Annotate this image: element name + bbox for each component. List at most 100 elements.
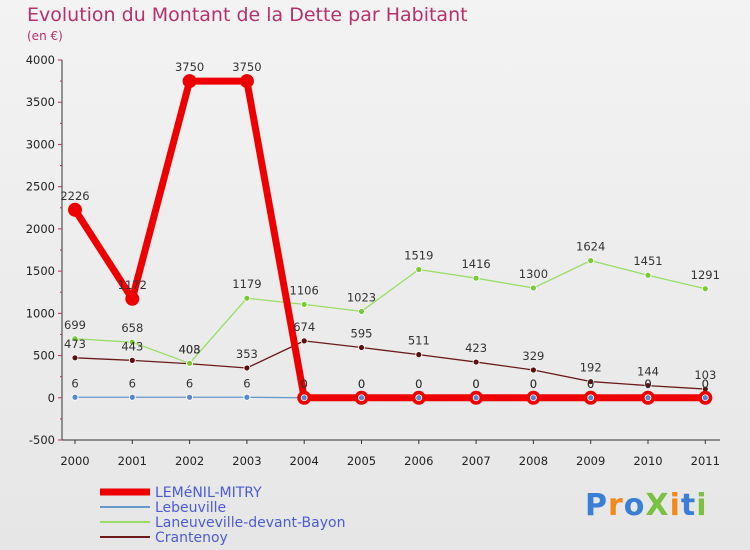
data-label-lem-nil-mitry: 0 — [301, 377, 308, 391]
logo-letter: i — [696, 488, 708, 523]
legend-label-laneuveville-devant-bayon: Laneuveville-devant-Bayon — [155, 515, 345, 531]
data-point-laneuveville-devant-bayon — [186, 359, 194, 367]
x-tick-label: 2000 — [60, 454, 89, 468]
data-label-laneuveville-devant-bayon: 1519 — [404, 249, 433, 263]
logo-letter: i — [669, 488, 681, 523]
data-point-laneuveville-devant-bayon — [300, 300, 308, 308]
data-label-lem-nil-mitry: 1172 — [118, 278, 147, 292]
data-label-laneuveville-devant-bayon: 1023 — [347, 290, 376, 304]
data-point-crantenoy — [71, 354, 79, 362]
data-point-crantenoy — [644, 382, 652, 390]
data-point-lebeuville-top — [243, 393, 251, 401]
data-point-crantenoy — [243, 364, 251, 372]
data-label-crantenoy: 403 — [179, 343, 201, 357]
y-tick-label: 4000 — [26, 53, 55, 67]
data-point-lebeuville-top — [300, 394, 308, 402]
series-line-lem-nil-mitry — [72, 77, 706, 402]
x-tick-label: 2001 — [118, 454, 147, 468]
logo-letter: P — [585, 488, 608, 523]
data-label-crantenoy: 674 — [293, 320, 315, 334]
data-point-lebeuville-top — [71, 393, 79, 401]
data-point-laneuveville-devant-bayon — [644, 271, 652, 279]
data-label-crantenoy: 192 — [580, 361, 602, 375]
data-label-crantenoy: 353 — [236, 347, 258, 361]
data-label-laneuveville-devant-bayon: 1451 — [633, 254, 662, 268]
data-label-crantenoy: 144 — [637, 365, 659, 379]
y-tick-label: -500 — [29, 433, 55, 447]
data-label-lem-nil-mitry: 2226 — [60, 189, 89, 203]
series-line-laneuveville-devant-bayon — [74, 259, 706, 364]
series-line-crantenoy — [74, 340, 706, 390]
logo-letter: o — [623, 488, 646, 523]
data-label-lem-nil-mitry: 3750 — [232, 60, 261, 74]
data-point-lebeuville-top — [358, 394, 365, 402]
data-label-lem-nil-mitry: 3750 — [175, 60, 204, 74]
data-point-laneuveville-devant-bayon — [415, 266, 423, 273]
data-label-laneuveville-devant-bayon: 1624 — [576, 240, 605, 254]
x-tick-label: 2005 — [347, 454, 376, 468]
x-tick-label: 2009 — [576, 454, 605, 468]
data-point-crantenoy — [415, 351, 423, 359]
data-label-lebeuville: 6 — [243, 376, 250, 390]
data-point-lebeuville-top — [128, 393, 136, 401]
data-point-crantenoy — [530, 366, 537, 374]
data-label-lebeuville: 0 — [301, 377, 308, 391]
x-tick-label: 2008 — [519, 454, 548, 468]
data-label-lem-nil-mitry: 0 — [358, 377, 365, 391]
data-point-lem-nil-mitry — [239, 74, 254, 89]
legend-label-lem-nil-mitry: LEMéNIL-MITRY — [155, 485, 262, 501]
y-tick-label: 3000 — [26, 137, 55, 151]
data-label-lem-nil-mitry: 0 — [644, 377, 651, 391]
chart-title: Evolution du Montant de la Dette par Hab… — [27, 4, 468, 26]
data-point-laneuveville-devant-bayon — [530, 284, 537, 292]
data-label-lem-nil-mitry: 0 — [415, 377, 422, 391]
y-tick-label: 2500 — [26, 180, 55, 194]
data-label-lebeuville: 0 — [530, 377, 537, 391]
x-tick-label: 2004 — [290, 454, 319, 468]
data-label-laneuveville-devant-bayon: 1300 — [519, 267, 548, 281]
data-label-lebeuville: 0 — [415, 377, 422, 391]
data-label-lebeuville: 0 — [644, 377, 651, 391]
data-label-lebeuville: 6 — [129, 376, 136, 390]
data-point-lem-nil-mitry — [125, 291, 140, 306]
data-point-lebeuville-top — [472, 394, 480, 402]
data-point-laneuveville-devant-bayon — [472, 274, 480, 282]
data-label-lem-nil-mitry: 0 — [530, 377, 537, 391]
x-tick-label: 2003 — [232, 454, 261, 468]
data-label-lebeuville: 0 — [472, 377, 479, 391]
data-label-lebeuville: 6 — [186, 376, 193, 390]
data-point-laneuveville-devant-bayon — [128, 338, 136, 346]
data-point-lem-nil-mitry — [182, 74, 197, 89]
data-point-lebeuville-top — [415, 394, 423, 402]
data-label-laneuveville-devant-bayon: 699 — [64, 318, 86, 332]
x-tick-label: 2010 — [633, 454, 662, 468]
data-label-lebeuville: 0 — [358, 377, 365, 391]
x-tick-label: 2011 — [691, 454, 720, 468]
data-point-lebeuville-top — [186, 393, 194, 401]
data-label-laneuveville-devant-bayon: 1416 — [461, 257, 490, 271]
data-label-lem-nil-mitry: 0 — [587, 377, 594, 391]
data-label-crantenoy: 443 — [121, 339, 143, 353]
logo-letter: X — [645, 488, 670, 523]
data-point-lebeuville-top — [701, 394, 709, 402]
x-tick-label: 2007 — [461, 454, 490, 468]
y-tick-label: 2000 — [26, 222, 55, 236]
data-point-crantenoy — [472, 358, 480, 366]
data-label-laneuveville-devant-bayon: 408 — [179, 342, 201, 356]
data-point-lebeuville-top — [644, 394, 652, 402]
data-label-crantenoy: 423 — [465, 341, 487, 355]
data-label-laneuveville-devant-bayon: 1291 — [691, 268, 720, 282]
logo-letter: r — [608, 488, 624, 523]
y-tick-label: 1500 — [26, 264, 55, 278]
data-point-crantenoy — [128, 356, 136, 364]
data-label-crantenoy: 103 — [694, 368, 716, 382]
x-tick-label: 2002 — [175, 454, 204, 468]
data-point-crantenoy — [587, 378, 595, 385]
data-label-laneuveville-devant-bayon: 1106 — [290, 283, 319, 297]
data-point-laneuveville-devant-bayon — [587, 257, 595, 265]
data-label-laneuveville-devant-bayon: 658 — [121, 321, 143, 335]
legend-label-crantenoy: Crantenoy — [155, 530, 228, 546]
data-point-crantenoy — [300, 337, 308, 345]
